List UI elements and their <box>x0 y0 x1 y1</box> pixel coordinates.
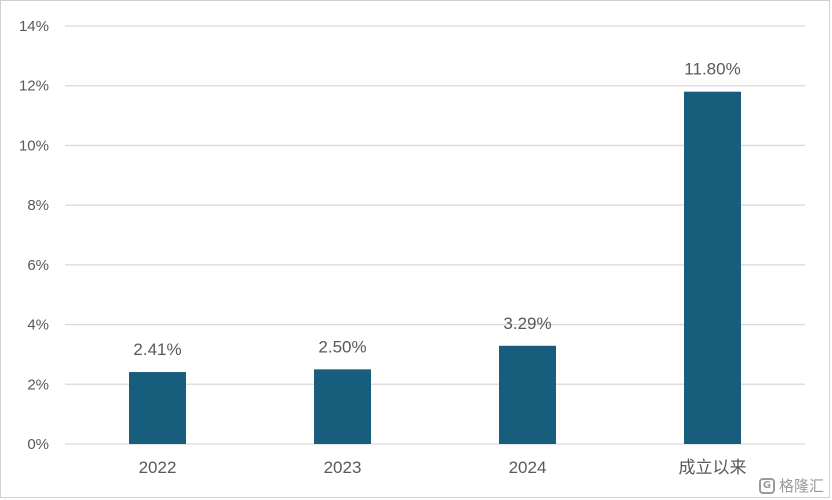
bar <box>129 372 186 444</box>
bars <box>129 91 741 444</box>
y-tick-label: 4% <box>27 317 49 334</box>
bar <box>314 369 371 444</box>
x-tick-label: 2022 <box>139 458 177 477</box>
data-label: 3.29% <box>503 314 551 333</box>
data-label: 2.50% <box>318 337 366 356</box>
x-tick-label: 成立以来 <box>679 458 747 477</box>
data-label: 11.80% <box>684 60 740 79</box>
y-axis-tick-labels: 0% 2% 4% 6% 8% 10% 12% 14% <box>19 18 49 453</box>
y-tick-label: 12% <box>19 78 49 95</box>
watermark: G 格隆汇 <box>758 475 824 496</box>
y-tick-label: 14% <box>19 18 49 35</box>
data-label: 2.41% <box>133 340 181 359</box>
bar <box>684 91 741 444</box>
bar <box>499 345 556 444</box>
y-tick-label: 2% <box>27 376 49 393</box>
gridlines <box>65 25 805 445</box>
data-labels: 2.41% 2.50% 3.29% 11.80% <box>133 60 740 359</box>
y-tick-label: 6% <box>27 257 49 274</box>
watermark-text: 格隆汇 <box>778 477 824 495</box>
y-tick-label: 10% <box>19 137 49 154</box>
y-tick-label: 8% <box>27 197 49 214</box>
watermark-logo-icon: G <box>758 477 775 494</box>
x-tick-label: 2024 <box>509 458 547 477</box>
y-tick-label: 0% <box>27 436 49 453</box>
x-tick-label: 2023 <box>324 458 362 477</box>
x-axis-tick-labels: 2022 2023 2024 成立以来 <box>139 458 747 477</box>
